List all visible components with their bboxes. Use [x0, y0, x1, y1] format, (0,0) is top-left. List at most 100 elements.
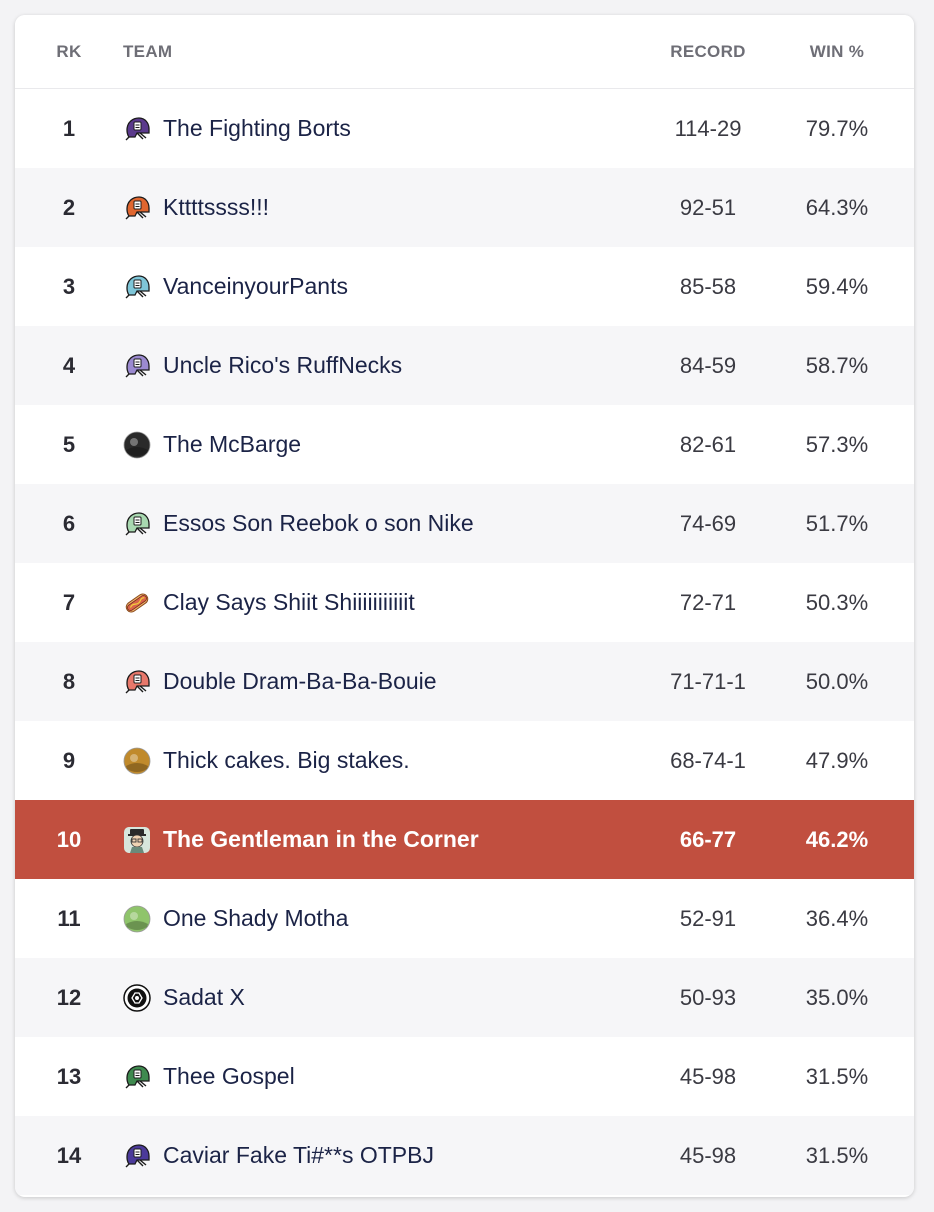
header-team[interactable]: TEAM: [123, 41, 173, 61]
table-row[interactable]: 2 Kttttssss!!! 92-51 64.3%: [15, 168, 914, 247]
team-name-link[interactable]: Thick cakes. Big stakes.: [163, 747, 410, 773]
helmet-icon: [123, 510, 151, 538]
table-row[interactable]: 1 The Fighting Borts 114-29 79.7%: [15, 89, 914, 168]
avatar-photo-icon: [123, 431, 151, 459]
team-cell: One Shady Motha: [123, 905, 643, 933]
record-cell: 52-91: [679, 905, 737, 931]
record-cell: 45-98: [679, 1063, 737, 1089]
team-name-link[interactable]: Sadat X: [163, 984, 245, 1010]
team-cell: VanceinyourPants: [123, 273, 643, 301]
win-pct-cell: 47.9%: [805, 747, 869, 773]
helmet-icon: [123, 668, 151, 696]
win-pct-cell: 51.7%: [805, 510, 869, 536]
rank-cell: 2: [62, 194, 76, 220]
record-cell: 85-58: [679, 273, 737, 299]
win-pct-cell: 31.5%: [805, 1063, 869, 1089]
team-cell: Kttttssss!!!: [123, 194, 643, 222]
table-row[interactable]: 3 VanceinyourPants 85-58 59.4%: [15, 247, 914, 326]
header-win-pct[interactable]: WIN %: [809, 41, 865, 61]
rank-cell: 9: [62, 747, 76, 773]
rank-cell: 7: [62, 589, 76, 615]
record-cell: 74-69: [679, 510, 737, 536]
team-name-link[interactable]: The Fighting Borts: [163, 115, 351, 141]
team-cell: The Gentleman in the Corner: [123, 826, 643, 854]
team-name-link[interactable]: Double Dram-Ba-Ba-Bouie: [163, 668, 437, 694]
record-cell: 45-98: [679, 1142, 737, 1168]
win-pct-cell: 58.7%: [805, 352, 869, 378]
hotdog-icon: [123, 589, 151, 617]
table-row[interactable]: 5 The McBarge 82-61 57.3%: [15, 405, 914, 484]
table-row[interactable]: 4 Uncle Rico's RuffNecks 84-59 58.7%: [15, 326, 914, 405]
table-row[interactable]: 12 Sadat X 50-93 35.0%: [15, 958, 914, 1037]
team-name-link[interactable]: Uncle Rico's RuffNecks: [163, 352, 403, 378]
team-cell: The Fighting Borts: [123, 115, 643, 143]
win-pct-cell: 35.0%: [805, 984, 869, 1010]
team-name-link[interactable]: VanceinyourPants: [163, 273, 348, 299]
rank-cell: 8: [62, 668, 76, 694]
record-cell: 82-61: [679, 431, 737, 457]
table-row[interactable]: 9 Thick cakes. Big stakes. 68-74-1 47.9%: [15, 721, 914, 800]
helmet-icon: [123, 194, 151, 222]
avatar-cartoon-icon: [123, 826, 151, 854]
helmet-icon: [123, 1142, 151, 1170]
team-cell: Uncle Rico's RuffNecks: [123, 352, 643, 380]
helmet-icon: [123, 1063, 151, 1091]
rank-cell: 6: [62, 510, 76, 536]
table-row-current-team[interactable]: 10 The Gentleman in the Corner 66-77 46.2%: [15, 800, 914, 879]
team-cell: Caviar Fake Ti#**s OTPBJ: [123, 1142, 643, 1170]
record-cell: 114-29: [674, 115, 742, 141]
record-cell: 84-59: [679, 352, 737, 378]
team-cell: The McBarge: [123, 431, 643, 459]
win-pct-cell: 46.2%: [805, 826, 869, 852]
win-pct-cell: 59.4%: [805, 273, 869, 299]
table-row[interactable]: 14 Caviar Fake Ti#**s OTPBJ 45-98 31.5%: [15, 1116, 914, 1195]
record-cell: 66-77: [679, 826, 737, 852]
team-name-link[interactable]: The McBarge: [163, 431, 302, 457]
team-cell: Thee Gospel: [123, 1063, 643, 1091]
helmet-icon: [123, 273, 151, 301]
team-name-link[interactable]: Thee Gospel: [163, 1063, 295, 1089]
team-name-link[interactable]: Clay Says Shiit Shiiiiiiiiiiit: [163, 589, 415, 615]
team-name-link[interactable]: Caviar Fake Ti#**s OTPBJ: [163, 1142, 434, 1168]
record-cell: 92-51: [679, 194, 737, 220]
team-name-link[interactable]: One Shady Motha: [163, 905, 349, 931]
table-row[interactable]: 7 Clay Says Shiit Shiiiiiiiiiiit 72-71 50.3…: [15, 563, 914, 642]
team-name-link[interactable]: Kttttssss!!!: [163, 194, 270, 220]
team-cell: Sadat X: [123, 983, 643, 1012]
table-row[interactable]: 8 Double Dram-Ba-Ba-Bouie 71-71-1 50.0%: [15, 642, 914, 721]
header-rank[interactable]: RK: [56, 41, 82, 61]
helmet-icon: [123, 115, 151, 143]
record-cell: 68-74-1: [670, 747, 746, 773]
avatar-emblem-icon: [123, 983, 151, 1012]
win-pct-cell: 57.3%: [805, 431, 869, 457]
rank-cell: 12: [56, 984, 82, 1010]
avatar-photo-icon: [123, 905, 151, 933]
table-body: 1 The Fighting Borts 114-29 79.7% 2 Kttttssss…: [15, 89, 914, 1195]
table-row[interactable]: 11 One Shady Motha 52-91 36.4%: [15, 879, 914, 958]
win-pct-cell: 64.3%: [805, 194, 869, 220]
rank-cell: 5: [62, 431, 76, 457]
team-name-link[interactable]: Essos Son Reebok o son Nike: [163, 510, 474, 536]
win-pct-cell: 50.0%: [805, 668, 869, 694]
rank-cell: 13: [56, 1063, 82, 1089]
record-cell: 71-71-1: [670, 668, 746, 694]
team-cell: Double Dram-Ba-Ba-Bouie: [123, 668, 643, 696]
record-cell: 50-93: [679, 984, 737, 1010]
rank-cell: 10: [56, 826, 82, 852]
rank-cell: 1: [62, 115, 76, 141]
win-pct-cell: 50.3%: [805, 589, 869, 615]
rank-cell: 11: [57, 905, 81, 931]
rank-cell: 14: [56, 1142, 82, 1168]
table-row[interactable]: 6 Essos Son Reebok o son Nike 74-69 51.7%: [15, 484, 914, 563]
rank-cell: 4: [62, 352, 76, 378]
rank-cell: 3: [62, 273, 76, 299]
table-row[interactable]: 13 Thee Gospel 45-98 31.5%: [15, 1037, 914, 1116]
team-cell: Clay Says Shiit Shiiiiiiiiiiit: [123, 589, 643, 617]
standings-table: RK TEAM RECORD WIN % 1 The Fighting Borts…: [15, 15, 914, 1197]
table-header: RK TEAM RECORD WIN %: [15, 15, 914, 89]
team-name-link[interactable]: The Gentleman in the Corner: [163, 826, 479, 852]
win-pct-cell: 79.7%: [805, 115, 869, 141]
team-cell: Thick cakes. Big stakes.: [123, 747, 643, 775]
win-pct-cell: 36.4%: [805, 905, 869, 931]
header-record[interactable]: RECORD: [670, 41, 746, 61]
